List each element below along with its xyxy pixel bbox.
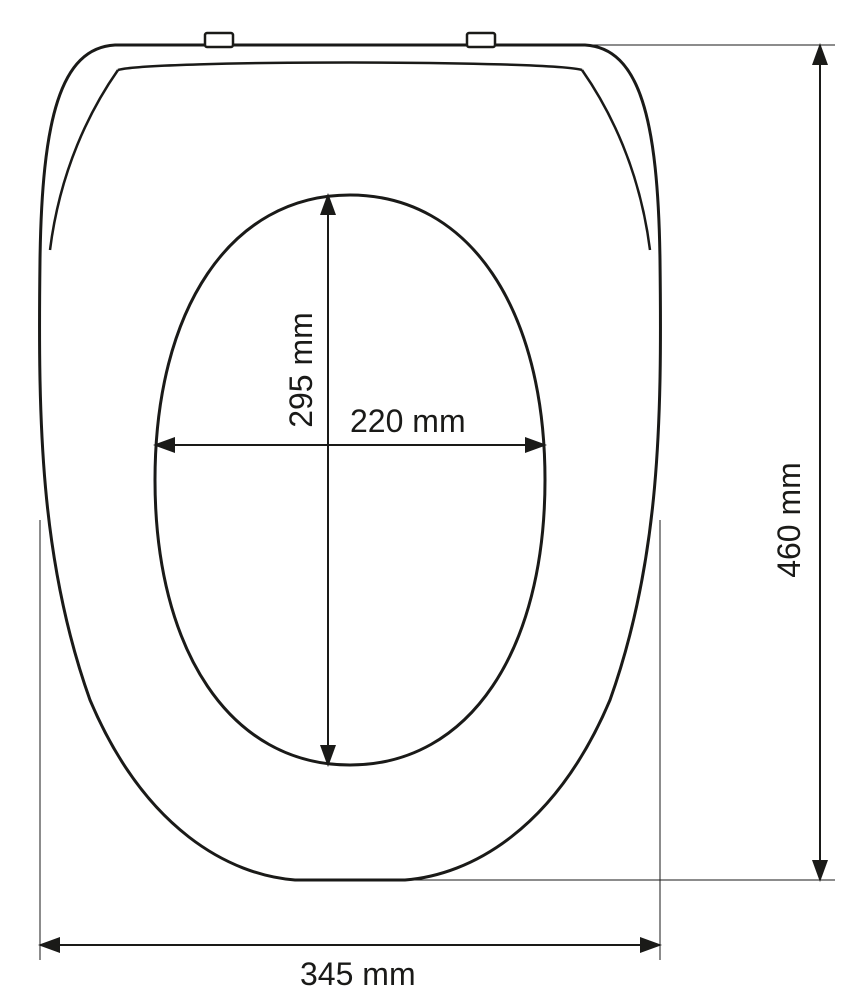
dim-label-inner-height: 295 mm — [283, 312, 319, 428]
dimension-inner-height: 295 mm — [283, 195, 328, 765]
dimension-overall-width: 345 mm — [40, 945, 660, 992]
dim-label-inner-width: 220 mm — [350, 403, 466, 439]
dimension-overall-height: 460 mm — [771, 45, 820, 880]
dimension-inner-width: 220 mm — [155, 403, 545, 445]
dim-label-overall-width: 345 mm — [300, 956, 416, 992]
extension-lines — [40, 45, 835, 960]
dim-label-overall-height: 460 mm — [771, 462, 807, 578]
lid-outline — [50, 63, 650, 251]
seat-outer-outline — [40, 45, 661, 880]
dimension-drawing: 345 mm 460 mm 220 mm 295 mm — [0, 0, 845, 1000]
inner-opening-outline — [155, 195, 545, 765]
